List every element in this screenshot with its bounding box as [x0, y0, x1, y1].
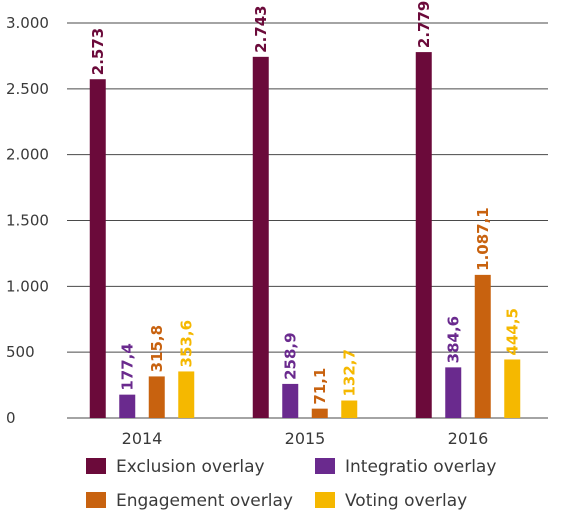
x-category-label: 2016	[448, 429, 489, 448]
data-label: 2.779	[415, 1, 433, 48]
bar-2015-1	[252, 56, 269, 419]
bar-2015-4	[341, 400, 358, 418]
y-tick-label: 2.500	[6, 80, 49, 98]
legend: Exclusion overlay Integratio overlay Engag…	[86, 457, 496, 511]
y-tick-label: 1.500	[6, 212, 49, 230]
bar-2014-3	[148, 376, 165, 418]
x-category-label: 2014	[122, 429, 163, 448]
data-label: 258,9	[282, 332, 300, 379]
data-label: 1.087,1	[474, 207, 492, 271]
bar-2014-1	[89, 79, 106, 418]
data-label: 177,4	[119, 343, 137, 390]
data-label: 2.573	[89, 28, 107, 75]
y-tick-label: 1.000	[6, 277, 49, 295]
y-tick-label: 3.000	[6, 14, 49, 32]
data-label: 2.743	[252, 5, 270, 52]
bar-2015-2	[282, 383, 299, 418]
legend-label: Voting overlay	[345, 491, 467, 511]
data-label: 71,1	[311, 368, 329, 405]
bar-2016-2	[445, 367, 462, 418]
data-label: 444,5	[504, 308, 522, 355]
y-tick-label: 2.000	[6, 146, 49, 164]
bar-2014-4	[178, 371, 195, 418]
legend-swatch	[315, 492, 335, 508]
y-tick-label: 0	[6, 409, 16, 427]
legend-swatch	[315, 458, 335, 474]
data-label: 353,6	[178, 320, 196, 367]
x-axis-categories: 2014 2015 2016	[122, 429, 489, 448]
legend-swatch	[86, 492, 106, 508]
data-label: 132,7	[341, 349, 359, 396]
bar-2014-2	[119, 394, 136, 418]
x-category-label: 2015	[285, 429, 326, 448]
legend-label: Exclusion overlay	[116, 457, 265, 477]
data-labels: 2.573 177,4 315,8 353,6 2.743 258,9 71,1 132,7 2…	[89, 1, 522, 405]
y-tick-label: 500	[6, 343, 35, 361]
legend-label: Engagement overlay	[116, 491, 293, 511]
legend-label: Integratio overlay	[345, 457, 496, 477]
bar-2016-1	[415, 52, 432, 419]
bar-2016-3	[474, 274, 491, 418]
bars	[89, 52, 521, 419]
bar-2015-3	[311, 408, 328, 418]
bar-2016-4	[504, 359, 521, 418]
y-axis-ticks: 0 500 1.000 1.500 2.000 2.500 3.000	[6, 14, 49, 427]
legend-swatch	[86, 458, 106, 474]
data-label: 315,8	[148, 325, 166, 372]
data-label: 384,6	[445, 316, 463, 363]
gridlines	[67, 22, 548, 419]
